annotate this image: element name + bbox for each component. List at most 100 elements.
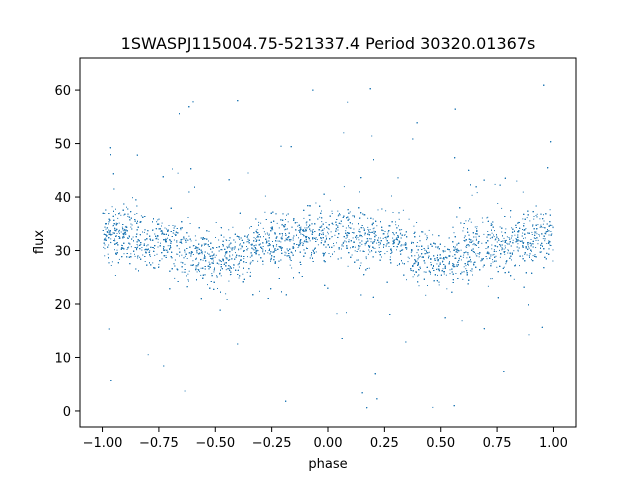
data-point	[432, 406, 434, 408]
data-point	[528, 246, 529, 248]
data-point	[517, 243, 519, 245]
data-point	[426, 235, 428, 237]
data-point	[371, 250, 372, 251]
data-point	[404, 234, 406, 236]
data-point	[224, 262, 226, 264]
data-point	[490, 278, 492, 280]
data-point	[379, 237, 381, 239]
data-point	[526, 217, 528, 219]
data-point	[492, 259, 493, 261]
data-point	[298, 237, 299, 239]
data-point	[518, 221, 520, 223]
data-point	[481, 258, 483, 260]
data-point	[287, 228, 288, 230]
data-point	[544, 240, 546, 242]
data-point	[247, 235, 248, 237]
data-point	[511, 227, 513, 229]
data-point	[347, 101, 349, 103]
data-point	[153, 248, 155, 249]
data-point	[185, 238, 187, 240]
data-point	[476, 245, 477, 246]
data-point	[121, 244, 122, 246]
data-point	[230, 247, 232, 249]
data-point	[228, 240, 230, 241]
data-point	[106, 235, 108, 237]
data-point	[527, 243, 529, 245]
data-point	[365, 241, 367, 243]
data-point	[465, 265, 467, 267]
data-point	[134, 213, 136, 215]
data-point	[533, 218, 535, 220]
data-point	[136, 244, 138, 245]
data-point	[476, 226, 478, 228]
data-point	[465, 246, 467, 248]
data-point	[373, 230, 375, 232]
data-point	[343, 132, 345, 134]
data-point	[396, 249, 397, 251]
data-point	[382, 237, 384, 239]
data-point	[463, 266, 465, 268]
data-point	[483, 233, 485, 235]
data-point	[364, 244, 366, 246]
data-point	[289, 264, 291, 266]
data-point	[239, 261, 241, 263]
data-point	[149, 250, 151, 252]
data-point	[300, 228, 302, 230]
data-point	[392, 237, 394, 239]
data-point	[472, 240, 474, 242]
data-point	[311, 252, 313, 253]
data-point	[341, 245, 343, 247]
data-point	[167, 245, 169, 247]
data-point	[412, 276, 414, 278]
data-point	[201, 253, 203, 255]
data-point	[136, 213, 138, 214]
data-point	[210, 257, 211, 259]
data-point	[522, 241, 524, 243]
data-point	[262, 251, 264, 253]
data-point	[490, 263, 492, 265]
data-point	[256, 249, 258, 251]
data-point	[286, 214, 287, 216]
data-point	[132, 236, 134, 238]
data-point	[280, 241, 282, 243]
data-point	[402, 209, 404, 211]
data-point	[124, 233, 126, 234]
data-point	[444, 246, 446, 248]
data-point	[165, 239, 167, 241]
data-point	[386, 251, 388, 252]
data-point	[500, 245, 502, 247]
data-point	[317, 244, 319, 246]
data-point	[390, 248, 392, 250]
data-point	[225, 269, 227, 271]
data-point	[213, 253, 215, 255]
data-point	[419, 255, 421, 257]
data-point	[469, 270, 471, 272]
data-point	[156, 253, 158, 255]
data-point	[308, 214, 310, 216]
data-point	[123, 236, 125, 238]
data-point	[114, 275, 116, 276]
data-point	[507, 243, 509, 245]
data-point	[140, 215, 142, 217]
data-point	[341, 244, 343, 246]
data-point	[115, 214, 116, 216]
data-point	[460, 259, 462, 261]
data-point	[348, 239, 350, 241]
data-point	[250, 261, 252, 263]
data-point	[248, 234, 249, 236]
data-point	[319, 226, 321, 228]
data-point	[367, 253, 369, 255]
data-point	[142, 231, 143, 233]
data-point	[297, 225, 299, 227]
data-point	[395, 224, 397, 226]
data-point	[117, 217, 119, 219]
data-point	[506, 242, 508, 244]
data-point	[256, 231, 258, 233]
data-point	[347, 234, 349, 236]
data-point	[470, 221, 472, 223]
data-point	[276, 222, 278, 224]
data-point	[494, 183, 496, 185]
data-point	[518, 231, 520, 233]
data-point	[397, 235, 398, 237]
data-point	[489, 237, 491, 239]
